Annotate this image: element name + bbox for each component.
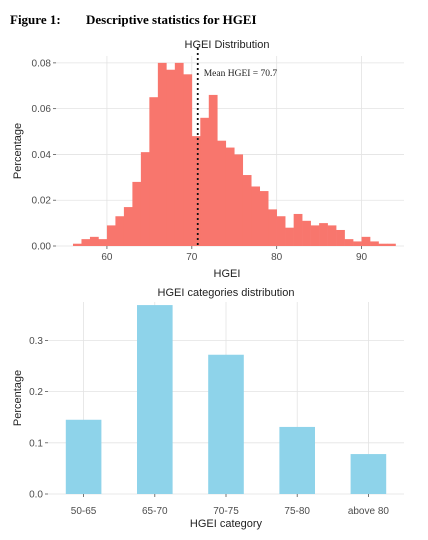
hist-bar — [310, 225, 320, 246]
hist-bar — [132, 181, 142, 246]
hist-bar — [157, 62, 167, 247]
hist-bar — [378, 243, 388, 246]
hist-bar — [302, 220, 311, 246]
hist-bar — [115, 216, 125, 246]
hist-x-tick-label: 80 — [271, 252, 283, 263]
bar-x-tick-label: above 80 — [348, 506, 390, 517]
hist-x-tick-label: 90 — [356, 252, 368, 263]
hist-bar — [370, 241, 379, 246]
bar-x-tick-label: 75-80 — [284, 506, 310, 517]
bar-y-axis-label: Percentage — [12, 370, 24, 426]
hist-bar — [353, 241, 362, 246]
figure-title: Descriptive statistics for HGEI — [86, 12, 257, 27]
hist-bar — [208, 94, 218, 246]
hist-title: HGEI Distribution — [185, 39, 270, 51]
hist-bar — [225, 147, 235, 246]
hist-bar — [72, 243, 82, 246]
hist-bar — [149, 97, 159, 246]
hist-y-tick-label: 0.00 — [32, 242, 52, 253]
bar-y-tick-label: 0.2 — [29, 387, 43, 398]
bar-y-tick-label: 0.1 — [29, 438, 43, 449]
hist-y-tick-label: 0.08 — [32, 58, 52, 69]
hist-bar — [234, 154, 244, 246]
hist-bar — [191, 136, 201, 246]
hist-bar — [361, 236, 371, 246]
hist-bar — [183, 74, 193, 246]
hist-bar — [319, 223, 328, 246]
bar-x-axis-label: HGEI category — [190, 518, 263, 530]
hist-bar — [344, 239, 354, 246]
hist-y-tick-label: 0.04 — [32, 150, 52, 161]
hist-bar — [268, 209, 277, 246]
hist-bar — [251, 186, 261, 246]
hist-bar — [336, 229, 345, 246]
hist-bar — [123, 207, 133, 246]
hist-bar — [166, 69, 176, 246]
category-bar — [137, 305, 173, 494]
hist-bar — [293, 213, 303, 246]
bar-y-tick-label: 0.3 — [29, 336, 43, 347]
hist-bar — [242, 175, 252, 246]
hist-bar — [285, 227, 294, 246]
hist-bar — [200, 117, 210, 247]
hist-mean-label: Mean HGEI = 70.7 — [204, 69, 278, 79]
hist-bar — [387, 243, 396, 246]
hist-x-axis-label: HGEI — [214, 268, 241, 280]
category-bar — [279, 426, 315, 494]
hist-bar — [276, 216, 286, 246]
figure-caption: Figure 1: Descriptive statistics for HGEI — [10, 12, 257, 28]
bar-x-tick-label: 65-70 — [142, 506, 168, 517]
category-bar — [350, 454, 387, 494]
hist-bar — [327, 225, 337, 246]
hist-bar — [106, 225, 116, 246]
hist-x-tick-label: 70 — [186, 252, 198, 263]
hist-bar — [98, 239, 108, 246]
bar-title: HGEI categories distribution — [158, 287, 295, 299]
hist-bar — [140, 152, 150, 246]
hist-y-tick-label: 0.02 — [32, 196, 52, 207]
figure-number: Figure 1: — [10, 12, 61, 27]
hist-x-tick-label: 60 — [101, 252, 113, 263]
hist-bar — [259, 191, 269, 246]
hist-y-tick-label: 0.06 — [32, 104, 52, 115]
bar-x-tick-label: 50-65 — [71, 506, 97, 517]
bar-y-tick-label: 0.0 — [29, 490, 43, 501]
hist-bar — [174, 62, 184, 247]
histogram-chart: 0.00 0.02 0.04 0.06 0.08 60 70 80 90 Mean HGEI = … — [12, 39, 404, 280]
bar-x-tick-label: 70-75 — [213, 506, 239, 517]
hist-bar — [217, 140, 227, 246]
category-bar — [65, 419, 102, 494]
category-bar — [208, 354, 244, 494]
hist-y-axis-label: Percentage — [12, 123, 24, 179]
hist-bar — [89, 236, 99, 246]
hist-bar — [81, 239, 91, 246]
